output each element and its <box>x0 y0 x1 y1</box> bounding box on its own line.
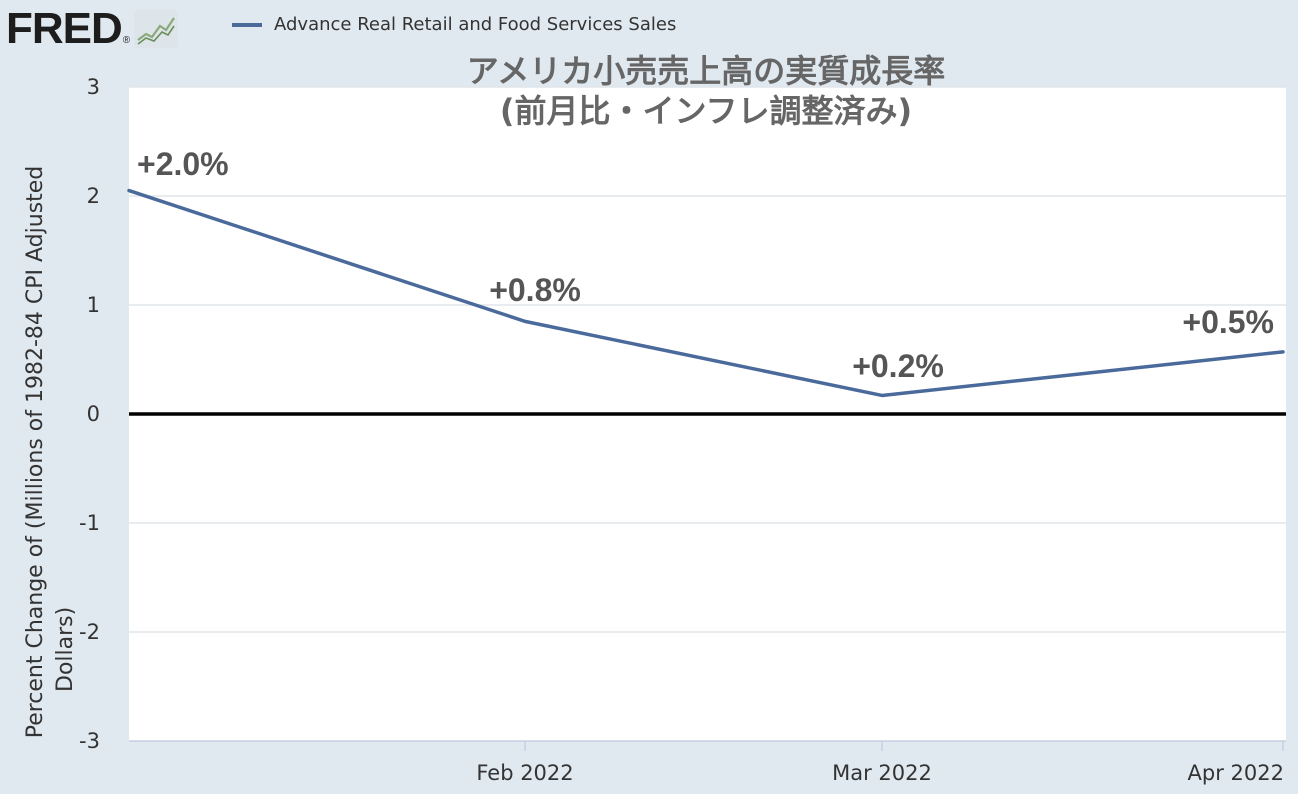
series-line <box>127 188 1285 398</box>
grid-lines <box>129 86 1286 633</box>
fred-logo[interactable]: FRED ® <box>6 4 179 53</box>
y-tick-label: -1 <box>79 511 100 535</box>
y-tick-label: -3 <box>79 729 100 753</box>
x-tick-marks: Feb 2022 Mar 2022 Apr 2022 <box>476 741 1284 785</box>
y-tick-label: 3 <box>87 75 100 99</box>
chart-header: FRED ® Advance Real Retail and Food Serv… <box>0 0 1298 56</box>
data-label: +0.8% <box>489 272 581 308</box>
fred-logo-text: FRED <box>6 4 123 53</box>
y-axis-label-line-1: Percent Change of (Millions of 1982-84 C… <box>23 166 48 739</box>
y-tick-label: 2 <box>87 184 100 208</box>
legend-swatch <box>232 22 262 27</box>
y-tick-label: 1 <box>87 293 100 317</box>
data-label: +2.0% <box>137 146 229 182</box>
y-tick-label: -2 <box>79 620 100 644</box>
legend-label: Advance Real Retail and Food Services Sa… <box>274 14 677 35</box>
y-tick-labels: 3 2 1 0 -1 -2 -3 <box>79 75 100 753</box>
line-chart-icon <box>134 10 179 48</box>
y-axis-label-line-2: Dollars) <box>53 607 78 692</box>
data-annotations: +2.0% +0.8% +0.2% +0.5% <box>137 146 1274 384</box>
x-tick-label: Mar 2022 <box>832 761 932 785</box>
chart-title-line-1: アメリカ小売売上高の実質成長率 <box>467 52 945 90</box>
data-label: +0.2% <box>852 348 944 384</box>
data-points <box>128 190 1284 396</box>
x-tick-label: Feb 2022 <box>476 761 573 785</box>
y-axis-label: Percent Change of (Millions of 1982-84 C… <box>23 166 78 739</box>
chart-legend: Advance Real Retail and Food Services Sa… <box>232 14 676 35</box>
x-tick-label: Apr 2022 <box>1188 761 1284 785</box>
y-tick-label: 0 <box>87 402 100 426</box>
data-label: +0.5% <box>1182 304 1274 340</box>
registered-mark: ® <box>122 35 131 46</box>
chart-title-line-2: (前月比・インフレ調整済み) <box>500 92 912 130</box>
chart-title: アメリカ小売売上高の実質成長率 (前月比・インフレ調整済み) <box>467 52 945 130</box>
